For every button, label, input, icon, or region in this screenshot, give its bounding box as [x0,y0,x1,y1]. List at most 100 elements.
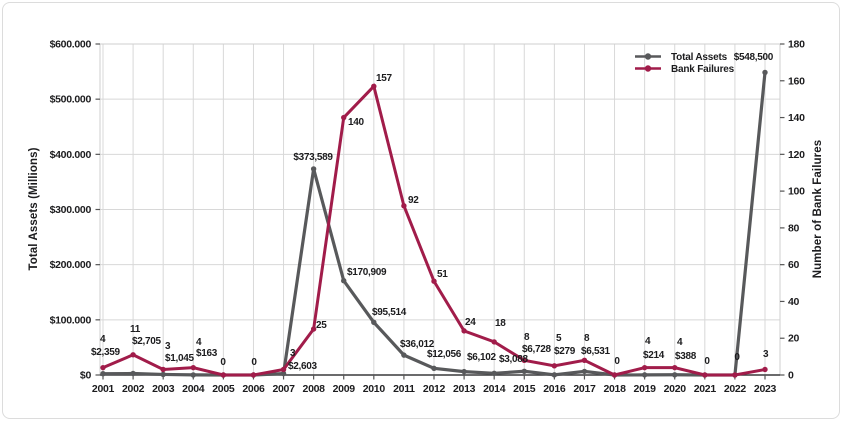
x-axis-label: 2002 [122,383,145,395]
bank-failures-data-label: 51 [437,269,448,280]
x-axis-label: 2016 [543,383,566,395]
total-assets-marker [581,368,588,375]
bank-failures-data-label: 8 [524,332,530,343]
bank-failures-marker [732,372,738,378]
x-axis: 2001 2002 2003 2004 2005 2006 2007 2008 2009 2010… [92,374,780,395]
bank-failures-marker [672,364,678,371]
bank-failures-marker [581,357,588,363]
x-axis-label: 2015 [513,383,536,395]
total-assets-marker [491,370,497,376]
right-axis-tick-label: 80 [788,222,800,234]
total-assets-marker [371,319,377,326]
bank-failures-data-label: 4 [196,337,202,348]
gridlines [99,43,781,376]
left-axis-tick-label: $0 [80,370,92,382]
total-assets-marker [672,372,678,378]
bank-failures-data-label: 18 [495,318,506,329]
bank-failures-marker [371,83,377,89]
left-axis-tick-label: $500.000 [50,94,92,106]
left-axis-tick-label: $400.000 [50,149,92,161]
bank-failures-data-label: 157 [376,73,393,84]
x-axis-label: 2009 [333,383,356,395]
bank-failures-data-label: 0 [704,356,710,367]
x-axis-label: 2020 [664,383,687,395]
total-assets-data-label: $1,045 [165,353,195,364]
total-assets-data-label: $548,500 [734,52,774,63]
x-axis-label: 2023 [754,383,777,395]
total-assets-data-label: $3,088 [499,354,529,365]
bank-failures-data-label: 4 [677,337,683,348]
bank-failures-data-label: 11 [130,324,141,335]
legend-label: Bank Failures [671,64,735,75]
bank-failures-marker [401,203,407,209]
total-assets-marker [641,372,648,378]
x-axis-label: 2004 [182,383,205,395]
bank-failures-data-label: 25 [316,320,327,331]
total-assets-data-label: $2,359 [91,347,121,358]
total-assets-data-label: $163 [196,348,218,359]
bank-failures-data-label: 4 [645,336,651,347]
total-assets-data-label: $12,056 [427,349,462,360]
bank-failures-marker [431,278,437,284]
total-assets-marker [431,365,437,372]
bank-failures-marker [762,366,768,373]
data-labels: $2,359 $2,705$1,045 $163 $2,603 $373,589 $170… [91,52,774,372]
right-axis-tick-label: 180 [788,39,805,51]
x-axis-label: 2017 [573,383,596,395]
total-assets-marker [100,370,106,377]
total-assets-data-label: $36,012 [400,339,435,350]
total-assets-marker [401,352,407,358]
total-assets-marker [762,69,768,76]
bank-failures-marker [100,364,106,371]
legend-item: Total Assets [635,52,728,63]
bank-failures-data-label: 0 [614,356,620,367]
bank-failures-data-label: 92 [408,195,419,206]
left-axis-tick-label: $600.000 [50,39,92,51]
x-axis-label: 2006 [242,383,265,395]
total-assets-data-label: $170,909 [347,267,387,278]
bank-failures-data-label: 140 [348,117,365,128]
bank-failures-data-label: 4 [100,334,106,345]
bank-failures-marker [160,366,166,373]
right-axis-tick-label: 160 [788,75,805,87]
x-axis-label: 2007 [272,383,295,395]
bank-failures-marker [130,352,136,358]
x-axis-label: 2012 [423,383,446,395]
right-axis-title: Number of Bank Failures [812,140,824,278]
bank-failures-marker [702,372,708,378]
bank-failures-marker [611,372,618,378]
left-axis-tick-label: $100.000 [50,314,92,326]
x-axis-label: 2011 [393,383,415,395]
bank-failures-marker [280,366,287,373]
total-assets-data-label: $6,102 [467,352,497,363]
bank-failures-data-label: 3 [763,349,769,360]
bank-failures-data-label: 0 [251,357,257,368]
bank-failures-data-label: 8 [584,333,590,344]
bank-failures-marker [521,357,527,363]
total-assets-data-label: $2,705 [132,336,162,347]
total-assets-marker [130,370,136,377]
total-assets-marker [280,370,287,377]
x-axis-label: 2018 [603,383,626,395]
right-axis-tick-label: 100 [788,186,805,198]
x-axis-label: 2021 [694,383,717,395]
x-axis-label: 2013 [453,383,476,395]
right-axis-tick-label: 60 [788,259,800,271]
x-axis-label: 2001 [92,383,115,395]
total-assets-data-label: $6,531 [581,346,611,357]
bank-failures-marker [491,339,497,345]
left-axis-title: Total Assets (Millions) [28,147,40,270]
bank-failures-data-label: 0 [734,352,740,363]
x-axis-label: 2019 [634,383,657,395]
bank-failures-marker [310,326,317,332]
bank-failures-marker [341,114,347,121]
total-assets-marker [521,368,527,374]
bank-failures-marker [220,372,227,378]
legend-marker-swatch [644,65,652,72]
bank-failures-marker [190,364,196,371]
legend-label: Total Assets [671,52,728,63]
bank-failures-series [100,83,768,378]
x-axis-label: 2008 [303,383,326,395]
right-axis: 0 20 40 60 80 100 120 140 160 180 Number of Bank F… [780,39,824,382]
